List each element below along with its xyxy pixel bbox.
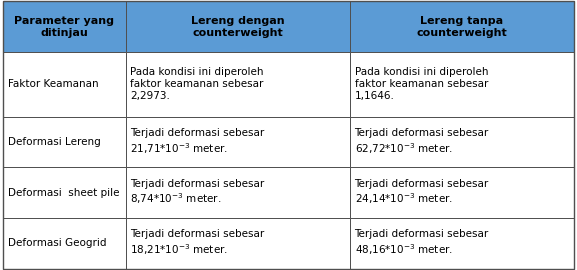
Text: Lereng dengan
counterweight: Lereng dengan counterweight xyxy=(191,16,284,38)
Bar xyxy=(3,218,126,269)
Bar xyxy=(126,167,350,218)
Bar xyxy=(3,1,126,52)
Text: Lereng tanpa
counterweight: Lereng tanpa counterweight xyxy=(417,16,507,38)
Text: Terjadi deformasi sebesar
8,74*10$^{-3}$ meter.: Terjadi deformasi sebesar 8,74*10$^{-3}$… xyxy=(130,179,265,207)
Bar xyxy=(126,218,350,269)
Bar xyxy=(350,52,574,117)
Text: Terjadi deformasi sebesar
21,71*10$^{-3}$ meter.: Terjadi deformasi sebesar 21,71*10$^{-3}… xyxy=(130,128,265,156)
Text: Parameter yang
ditinjau: Parameter yang ditinjau xyxy=(14,16,114,38)
Text: Pada kondisi ini diperoleh
faktor keamanan sebesar
2,2973.: Pada kondisi ini diperoleh faktor keaman… xyxy=(130,67,264,101)
Bar xyxy=(350,218,574,269)
Bar xyxy=(3,52,126,117)
Bar xyxy=(350,1,574,52)
Bar xyxy=(126,1,350,52)
Text: Deformasi Geogrid: Deformasi Geogrid xyxy=(8,238,106,248)
Bar xyxy=(3,167,126,218)
Text: Deformasi  sheet pile: Deformasi sheet pile xyxy=(8,188,119,198)
Bar xyxy=(126,52,350,117)
Text: Pada kondisi ini diperoleh
faktor keamanan sebesar
1,1646.: Pada kondisi ini diperoleh faktor keaman… xyxy=(354,67,488,101)
Text: Terjadi deformasi sebesar
48,16*10$^{-3}$ meter.: Terjadi deformasi sebesar 48,16*10$^{-3}… xyxy=(354,230,489,257)
Bar xyxy=(350,167,574,218)
Text: Faktor Keamanan: Faktor Keamanan xyxy=(8,79,98,89)
Text: Terjadi deformasi sebesar
24,14*10$^{-3}$ meter.: Terjadi deformasi sebesar 24,14*10$^{-3}… xyxy=(354,179,489,207)
Bar xyxy=(126,117,350,167)
Text: Terjadi deformasi sebesar
62,72*10$^{-3}$ meter.: Terjadi deformasi sebesar 62,72*10$^{-3}… xyxy=(354,128,489,156)
Text: Terjadi deformasi sebesar
18,21*10$^{-3}$ meter.: Terjadi deformasi sebesar 18,21*10$^{-3}… xyxy=(130,230,265,257)
Bar xyxy=(350,117,574,167)
Text: Deformasi Lereng: Deformasi Lereng xyxy=(8,137,100,147)
Bar xyxy=(3,117,126,167)
